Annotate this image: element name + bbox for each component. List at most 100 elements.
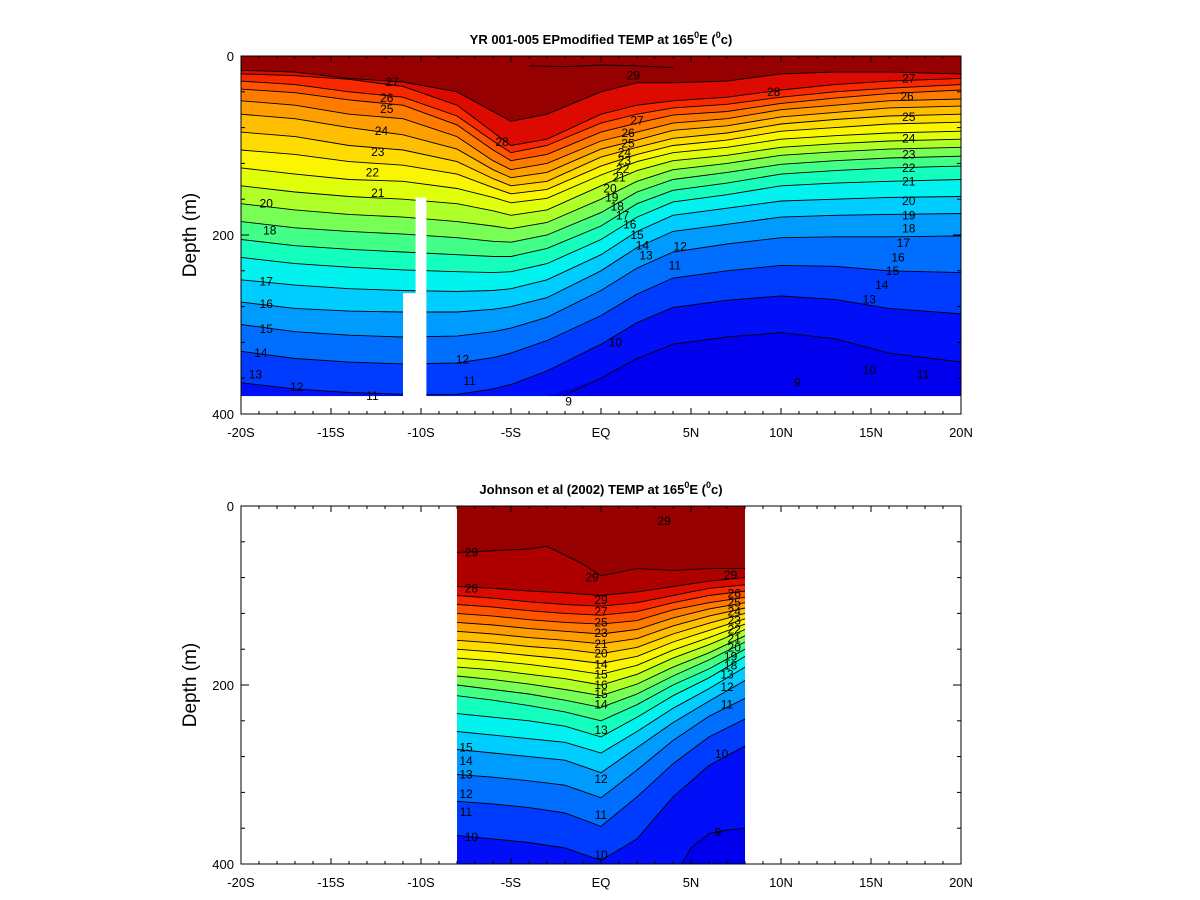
contour-label: 29	[724, 568, 738, 582]
isotherm-24	[456, 602, 746, 635]
contour-label: 23	[594, 626, 608, 640]
temperature-band	[682, 828, 745, 864]
contour-label: 23	[371, 145, 385, 159]
contour-label: 20	[728, 640, 742, 654]
contour-label: 29	[465, 546, 479, 560]
contour-label: 15	[594, 687, 608, 701]
isotherm-23	[456, 607, 746, 645]
x-tick-label: 15N	[859, 875, 883, 890]
isotherm-17	[241, 155, 961, 243]
isotherm-14	[456, 666, 746, 754]
isotherm-15	[456, 656, 746, 738]
contour-label: 15	[459, 741, 473, 755]
contour-label: 29	[594, 593, 608, 607]
contour-label: 29	[657, 514, 671, 528]
isotherm-21	[241, 121, 961, 195]
contour-label: 26	[900, 89, 914, 103]
isotherm-13	[456, 680, 746, 774]
isotherm-26	[456, 590, 746, 616]
x-tick-label: 5N	[683, 425, 700, 440]
contour-label: 13	[594, 723, 608, 737]
contour-label: 29	[627, 69, 641, 83]
contour-label: 24	[728, 605, 742, 619]
contour-label: 17	[260, 275, 274, 289]
isotherm-22	[241, 113, 961, 187]
contour-label: 25	[728, 596, 742, 610]
contour-label: 11	[917, 368, 930, 382]
contour-label: 17	[897, 236, 911, 250]
panel-2: Johnson et al (2002) TEMP at 1650E (0c) …	[180, 480, 973, 890]
temperature-band	[457, 332, 961, 397]
contour-label: 13	[459, 768, 473, 782]
contour-label: 22	[616, 162, 630, 176]
isotherm-19	[241, 138, 961, 216]
contour-label: 27	[594, 605, 608, 619]
isotherm-20	[241, 130, 961, 204]
contour-label: 14	[875, 278, 889, 292]
contour-label: 13	[249, 368, 263, 382]
contour-label: 13	[639, 249, 653, 263]
contour-label: 21	[728, 631, 742, 645]
contour-label: 16	[260, 297, 274, 311]
contour-label: 10	[715, 747, 729, 761]
contour-label: 12	[720, 680, 734, 694]
contour-label: 10	[465, 830, 479, 844]
contour-label: 13	[863, 292, 877, 306]
contour-label: 22	[728, 623, 742, 637]
contour-label: 12	[290, 380, 304, 394]
contour-label: 26	[728, 587, 742, 601]
panel-1-contour-labels: 2928272625242322212019181716151413121110…	[249, 69, 930, 409]
contour-label: 10	[609, 335, 623, 349]
contour-label: 12	[594, 772, 608, 786]
contour-label: 20	[902, 194, 916, 208]
contour-label: 25	[380, 102, 394, 116]
isotherm-27	[456, 584, 746, 607]
isotherm-25	[456, 596, 746, 625]
x-tick-label: EQ	[592, 875, 611, 890]
isotherm-23	[241, 105, 961, 179]
panel-2-ylabel: Depth (m)	[180, 643, 201, 727]
x-tick-label: -5S	[501, 875, 522, 890]
temperature-band	[457, 745, 745, 864]
panel-2-title: Johnson et al (2002) TEMP at 1650E (0c)	[479, 480, 722, 497]
contour-label: 17	[616, 208, 630, 222]
contour-label: 14	[594, 698, 608, 712]
contour-label: 18	[902, 222, 916, 236]
x-tick-label: -20S	[227, 875, 255, 890]
panel-1-y-axis: 0 200 400	[212, 49, 961, 422]
contour-label: 10	[594, 848, 608, 862]
y-tick-label: 400	[212, 407, 234, 422]
y-tick-label: 200	[212, 228, 234, 243]
x-tick-label: -15S	[317, 425, 345, 440]
no-data-mask	[415, 197, 427, 294]
contour-label: 11	[366, 389, 379, 403]
isotherm-12	[241, 235, 961, 338]
contour-label: 12	[456, 352, 470, 366]
panel-1-ylabel: Depth (m)	[180, 193, 201, 277]
contour-label: 14	[636, 239, 650, 253]
contour-label: 11	[669, 258, 682, 272]
contour-label: 12	[674, 240, 688, 254]
contour-label: 11	[463, 374, 476, 388]
contour-label: 25	[902, 110, 916, 124]
contour-label: 18	[724, 658, 738, 672]
contour-label: 13	[720, 667, 734, 681]
contour-label: 28	[767, 85, 781, 99]
x-tick-label: 20N	[949, 425, 973, 440]
contour-label: 27	[630, 113, 644, 127]
isotherm-16	[456, 648, 746, 722]
panel-2-y-axis: 0 200 400	[212, 499, 961, 872]
no-data-mask	[403, 293, 427, 414]
panel-1-title: YR 001-005 EPmodified TEMP at 1650E (0c)	[470, 30, 733, 47]
isotherm-18	[456, 635, 746, 697]
panel-2-temperature-field	[457, 506, 745, 864]
contour-label: 9	[794, 376, 801, 390]
isotherm-18	[241, 146, 961, 230]
contour-label: 26	[621, 126, 635, 140]
contour-label: 10	[863, 363, 877, 377]
contour-label: 14	[254, 346, 268, 360]
contour-label: 22	[902, 161, 916, 175]
